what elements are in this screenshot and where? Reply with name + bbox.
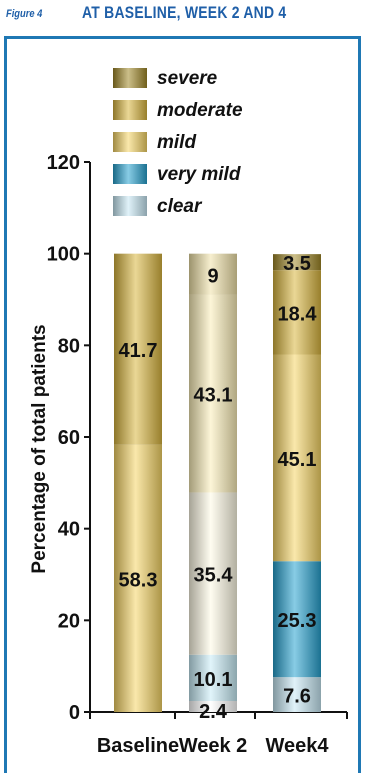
bar-segment-moderate [273,270,321,355]
bar-segment-clear [273,677,321,712]
bar-segment-moderate [114,253,162,445]
x-tick-label: Baseline [97,735,179,757]
data-label: 58.3 [119,569,158,591]
legend-swatch-clear [113,196,147,216]
data-label: 43.1 [194,385,233,407]
bar-segment-mild [273,354,321,562]
y-tick-label: 20 [58,610,80,632]
y-tick-label: 80 [58,335,80,357]
data-label: 25.3 [278,610,317,632]
legend-swatch-very-mild [113,164,147,184]
legend-swatch-mild [113,132,147,152]
legend-label-moderate: moderate [157,100,243,121]
bars: 58.3 41.7 2.4 10.1 35.4 43.1 9 7.6 25.3 45.1 18.4 3… [114,253,321,723]
bar-segment-moderate [189,294,237,493]
figure-label: Figure 4 [6,8,43,20]
x-tick-label: Week4 [265,735,329,757]
legend-label-clear: clear [157,196,203,217]
y-axis-title: Percentage of total patients [29,324,50,573]
legend-label-mild: mild [157,132,196,153]
axes: 0 20 40 60 80 100 120 Baseline Week 2 Week4 Percen… [29,152,348,757]
x-tick-label: Week 2 [179,735,248,757]
figure-title: AT BASELINE, WEEK 2 AND 4 [82,3,287,22]
y-tick-label: 100 [47,244,80,266]
bar-segment-very-mild [189,654,237,701]
bar-segment-mild [114,444,162,712]
legend-swatch-moderate [113,100,147,120]
y-tick-label: 120 [47,152,80,174]
data-label: 2.4 [199,701,228,723]
data-label: 35.4 [194,565,234,587]
y-tick-label: 40 [58,519,80,541]
figure-header: Figure 4 AT BASELINE, WEEK 2 AND 4 [0,0,369,36]
data-label: 7.6 [283,686,311,708]
bar-segment-severe [189,253,237,295]
legend-swatch-severe [113,68,147,88]
data-label: 10.1 [194,669,233,691]
data-label: 18.4 [278,303,318,325]
bar-segment-severe [273,254,321,271]
y-tick-label: 0 [69,702,80,724]
data-label: 9 [207,265,218,287]
data-label: 3.5 [283,253,311,275]
legend: severe moderate mild very mild clear [113,68,243,217]
data-label: 45.1 [278,449,317,471]
bar-segment-very-mild [273,561,321,678]
y-tick-label: 60 [58,427,80,449]
legend-label-very-mild: very mild [157,164,241,185]
data-label: 41.7 [119,340,158,362]
bar-segment-clear [189,701,237,712]
legend-label-severe: severe [157,68,218,89]
bar-segment-mild [189,492,237,655]
